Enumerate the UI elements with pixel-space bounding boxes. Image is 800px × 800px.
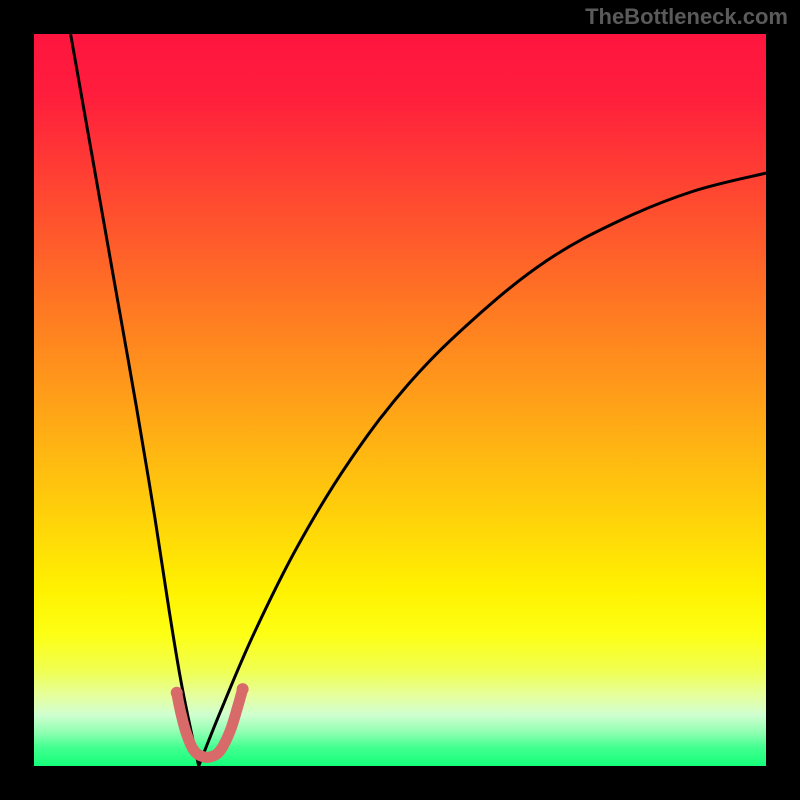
u-marker-dot — [171, 687, 183, 699]
chart-canvas: TheBottleneck.com — [0, 0, 800, 800]
plot-area — [34, 34, 766, 766]
bottleneck-curve-right — [199, 173, 766, 766]
u-marker-dot — [237, 683, 249, 695]
bottleneck-curve-left — [71, 34, 199, 766]
curve-layer — [34, 34, 766, 766]
watermark-text: TheBottleneck.com — [585, 4, 788, 30]
u-marker-path — [177, 689, 243, 757]
